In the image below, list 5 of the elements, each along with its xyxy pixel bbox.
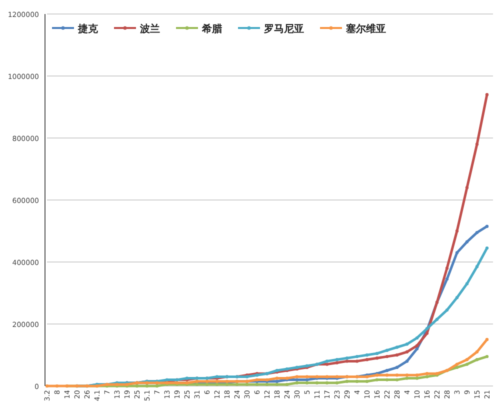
legend-label: 波兰	[139, 23, 160, 35]
legend-label: 希腊	[201, 23, 222, 35]
legend-label: 塞尔维亚	[345, 23, 386, 35]
legend-label: 捷克	[77, 23, 99, 35]
legend-label: 罗马尼亚	[263, 23, 304, 35]
